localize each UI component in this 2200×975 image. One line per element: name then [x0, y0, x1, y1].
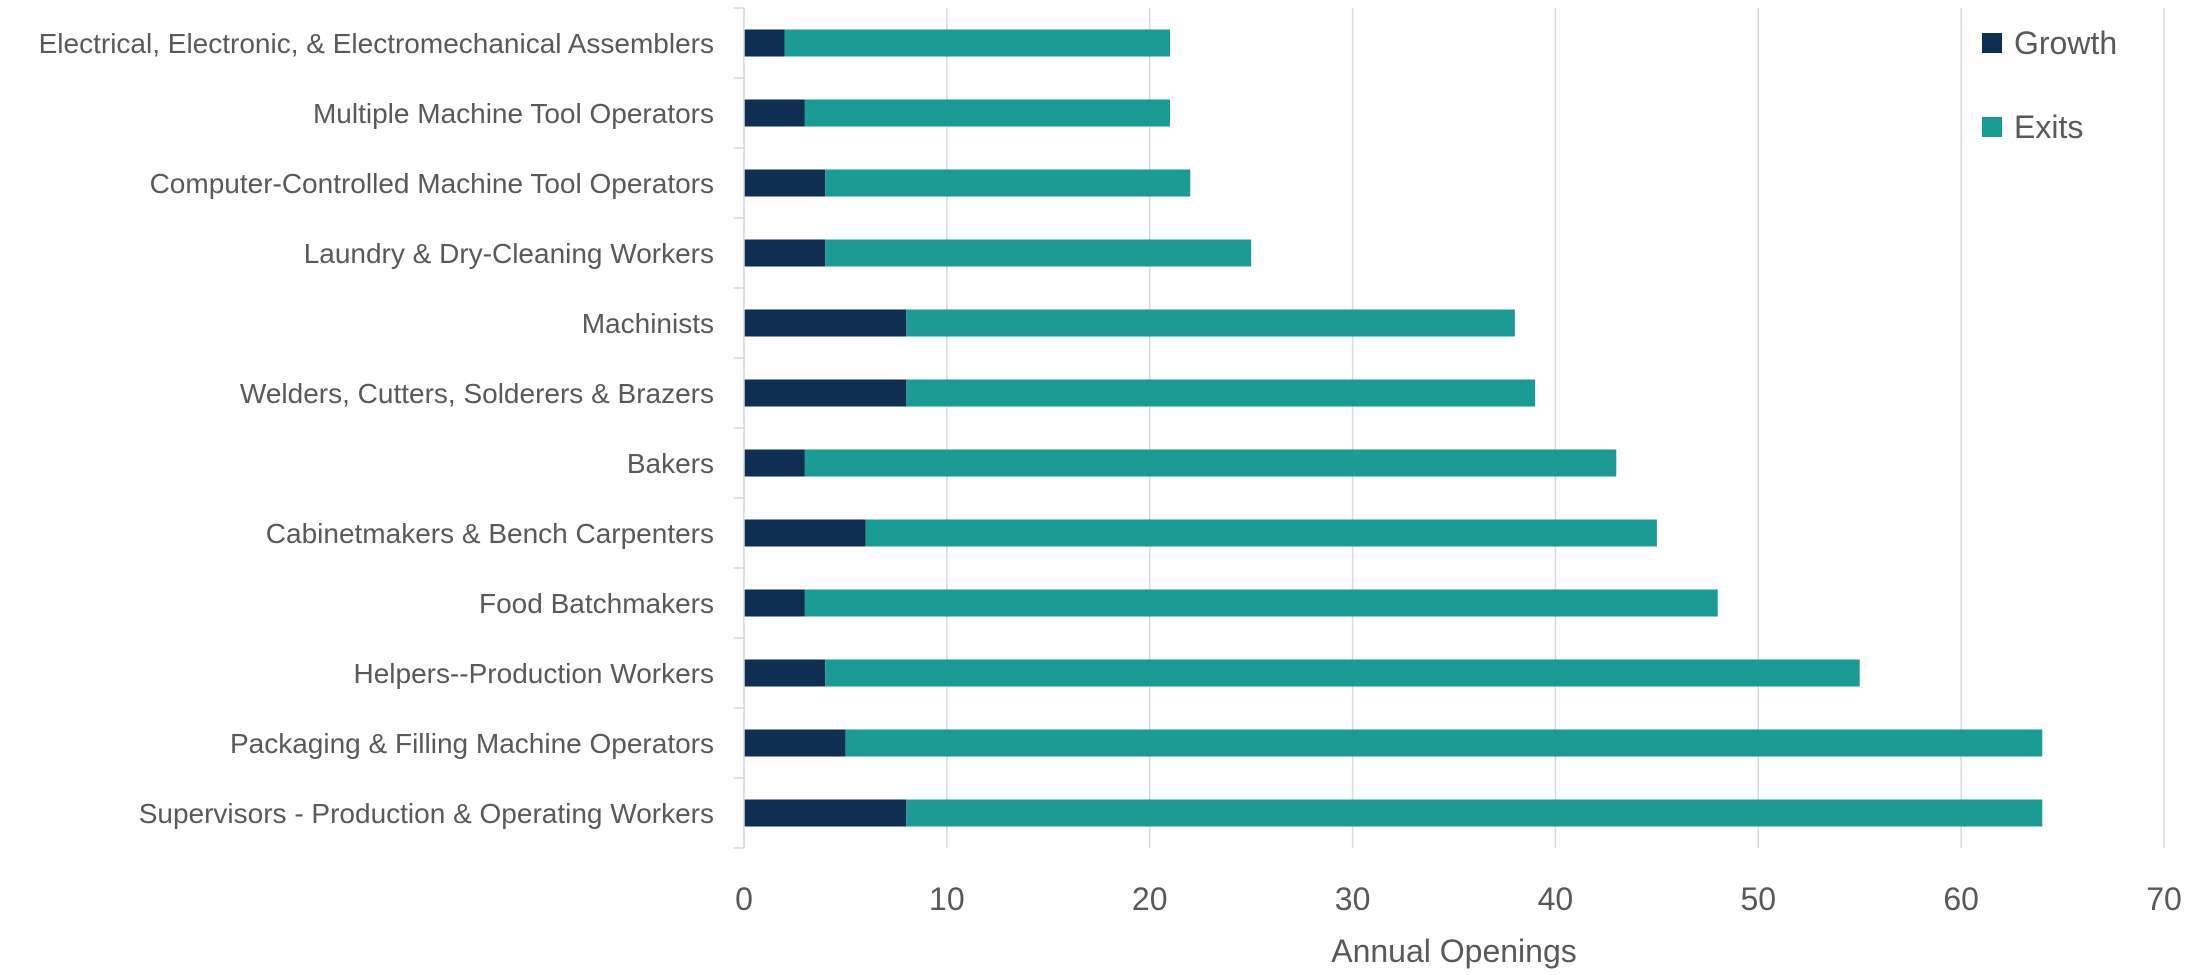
- x-tick-label: 50: [1740, 881, 1776, 917]
- bar-growth: [744, 169, 826, 197]
- y-category-label: Welders, Cutters, Solderers & Brazers: [240, 378, 714, 409]
- y-category-label: Laundry & Dry-Cleaning Workers: [304, 238, 714, 269]
- y-category-label: Food Batchmakers: [479, 588, 714, 619]
- y-category-label: Supervisors - Production & Operating Wor…: [139, 798, 714, 829]
- bar-exits: [906, 309, 1515, 337]
- bars: [744, 29, 2043, 827]
- bar-exits: [845, 729, 2043, 757]
- bar-exits: [784, 29, 1170, 57]
- x-tick-label: 0: [735, 881, 753, 917]
- bar-exits: [804, 449, 1617, 477]
- bar-growth: [744, 449, 805, 477]
- y-category-label: Machinists: [582, 308, 714, 339]
- x-axis-title: Annual Openings: [1331, 933, 1577, 969]
- x-tick-label: 40: [1538, 881, 1574, 917]
- x-tick-label: 10: [929, 881, 965, 917]
- bar-exits: [804, 99, 1170, 127]
- y-category-label: Cabinetmakers & Bench Carpenters: [266, 518, 714, 549]
- bar-exits: [825, 239, 1252, 267]
- axes: 0 10 20 30 40 50 60 70 Electrical, Electronic, &…: [39, 7, 2182, 917]
- bar-growth: [744, 589, 805, 617]
- y-category-label: Bakers: [627, 448, 714, 479]
- bar-exits: [865, 519, 1657, 547]
- bar-growth: [744, 29, 785, 57]
- y-category-label: Computer-Controlled Machine Tool Operato…: [150, 168, 714, 199]
- bar-growth: [744, 379, 907, 407]
- bar-exits: [804, 589, 1718, 617]
- legend: Growth Exits: [1982, 25, 2117, 145]
- bar-growth: [744, 99, 805, 127]
- y-category-label: Packaging & Filling Machine Operators: [230, 728, 714, 759]
- bar-exits: [906, 379, 1536, 407]
- bar-growth: [744, 799, 907, 827]
- y-category-label: Helpers--Production Workers: [354, 658, 715, 689]
- bar-growth: [744, 659, 826, 687]
- y-category-label: Electrical, Electronic, & Electromechani…: [39, 28, 714, 59]
- bar-growth: [744, 729, 846, 757]
- bar-exits: [825, 169, 1191, 197]
- bar-growth: [744, 239, 826, 267]
- bar-exits: [825, 659, 1860, 687]
- y-category-label: Multiple Machine Tool Operators: [313, 98, 714, 129]
- bar-exits: [906, 799, 2043, 827]
- gridlines: [946, 8, 2165, 848]
- x-tick-label: 30: [1335, 881, 1371, 917]
- legend-label-growth: Growth: [2014, 25, 2117, 61]
- x-tick-label: 70: [2146, 881, 2182, 917]
- x-tick-label: 20: [1132, 881, 1168, 917]
- bar-growth: [744, 519, 866, 547]
- legend-swatch-growth: [1982, 33, 2002, 53]
- x-tick-label: 60: [1943, 881, 1979, 917]
- bar-growth: [744, 309, 907, 337]
- legend-swatch-exits: [1982, 117, 2002, 137]
- legend-label-exits: Exits: [2014, 109, 2083, 145]
